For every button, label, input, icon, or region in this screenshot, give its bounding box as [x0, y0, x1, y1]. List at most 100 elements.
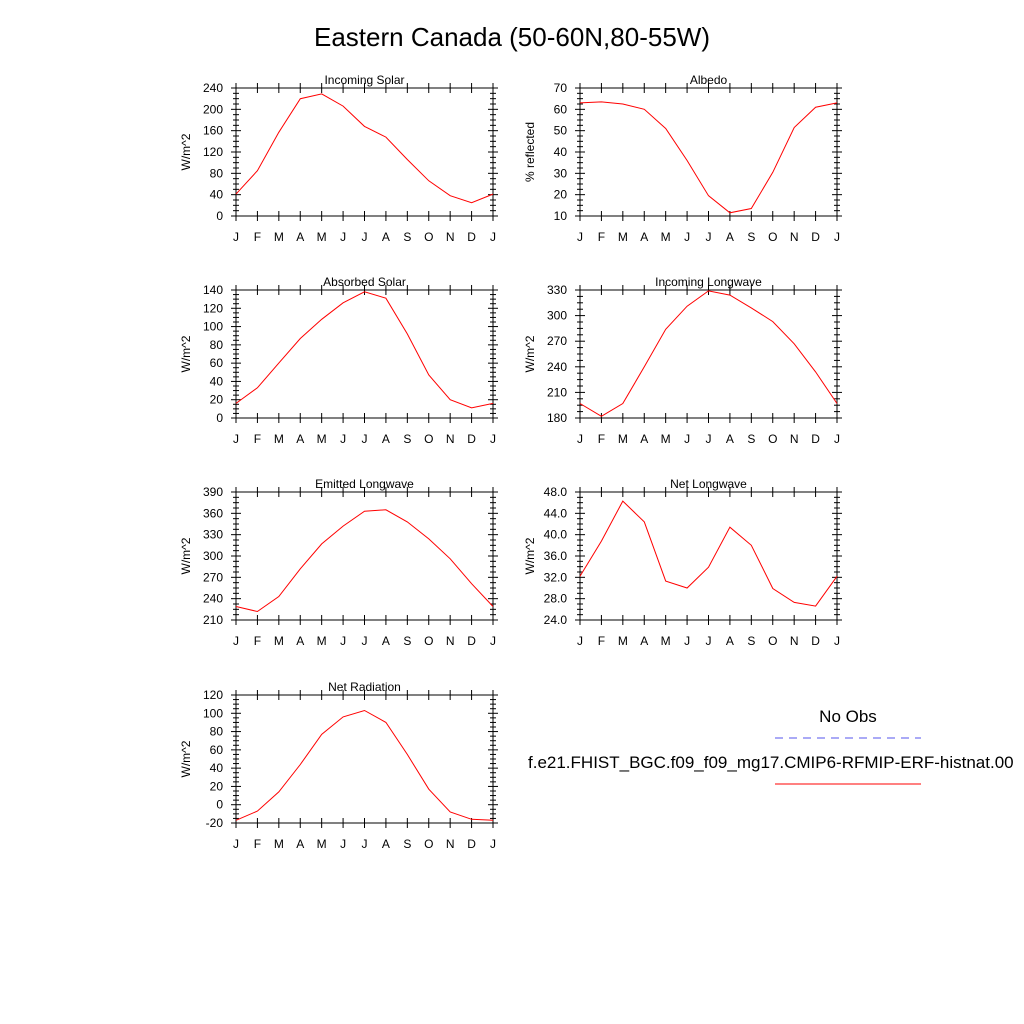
x-tick-label: D: [467, 837, 476, 851]
series-line-net-longwave: [579, 500, 838, 607]
panel-title: Emitted Longwave: [315, 477, 414, 491]
y-tick-label: 80: [210, 725, 224, 739]
x-tick-label: J: [340, 634, 346, 648]
x-tick-label: J: [362, 837, 368, 851]
x-tick-label: J: [490, 634, 496, 648]
y-tick-label: 24.0: [544, 613, 568, 627]
y-tick-label: 330: [203, 528, 223, 542]
x-tick-label: A: [296, 837, 304, 851]
x-tick-label: J: [684, 230, 690, 244]
y-tick-label: 200: [203, 102, 223, 116]
x-tick-label: M: [317, 837, 327, 851]
x-tick-label: O: [768, 432, 777, 446]
y-tick-label: 100: [203, 320, 223, 334]
y-tick-label: -20: [206, 816, 224, 830]
panel-incoming-longwave: Incoming Longwave W/m^2 180 210 240 270 300 330…: [523, 275, 842, 446]
x-tick-label: M: [274, 837, 284, 851]
panel-title: Net Radiation: [328, 680, 401, 694]
y-tick-label: 390: [203, 485, 223, 499]
x-tick-label: O: [424, 230, 433, 244]
y-tick-label: 80: [210, 166, 224, 180]
x-tick-label: J: [490, 837, 496, 851]
x-tick-label: F: [254, 837, 261, 851]
y-tick-label: 30: [554, 166, 568, 180]
x-tick-label: J: [362, 432, 368, 446]
x-tick-label: M: [274, 432, 284, 446]
x-tick-label: M: [661, 634, 671, 648]
x-tick-label: A: [726, 432, 734, 446]
y-tick-label: 210: [203, 613, 223, 627]
y-tick-label: 330: [547, 283, 567, 297]
x-tick-label: J: [233, 230, 239, 244]
x-tick-label: J: [340, 230, 346, 244]
figure-title: Eastern Canada (50-60N,80-55W): [314, 22, 710, 52]
legend-obs-label: No Obs: [819, 707, 877, 726]
series-line-incoming-solar: [235, 93, 494, 204]
y-tick-label: 0: [216, 798, 223, 812]
panel-title: Incoming Solar: [324, 73, 404, 87]
x-tick-label: A: [640, 432, 648, 446]
x-tick-label: J: [684, 432, 690, 446]
y-tick-label: 0: [216, 411, 223, 425]
x-tick-label: M: [661, 432, 671, 446]
panel-title: Net Longwave: [670, 477, 747, 491]
panel-title: Absorbed Solar: [323, 275, 406, 289]
y-axis-label: W/m^2: [523, 537, 537, 574]
x-tick-label: J: [233, 837, 239, 851]
y-tick-label: 300: [203, 549, 223, 563]
y-axis-label: W/m^2: [179, 740, 193, 777]
y-tick-label: 36.0: [544, 549, 568, 563]
x-tick-label: A: [640, 634, 648, 648]
y-tick-label: 40: [554, 145, 568, 159]
x-tick-label: N: [446, 634, 455, 648]
legend: No Obs f.e21.FHIST_BGC.f09_f09_mg17.CMIP…: [528, 707, 1014, 785]
x-tick-label: N: [790, 634, 799, 648]
x-tick-label: J: [706, 230, 712, 244]
y-tick-label: 140: [203, 283, 223, 297]
y-tick-label: 270: [547, 334, 567, 348]
x-tick-label: M: [661, 230, 671, 244]
y-tick-label: 20: [210, 779, 224, 793]
panel-frame: [579, 491, 838, 621]
x-tick-label: D: [467, 634, 476, 648]
x-tick-label: S: [403, 432, 411, 446]
y-axis-label: W/m^2: [179, 133, 193, 170]
x-tick-label: N: [790, 230, 799, 244]
y-tick-label: 10: [554, 209, 568, 223]
x-tick-label: S: [747, 432, 755, 446]
x-tick-label: A: [382, 634, 390, 648]
x-tick-label: F: [598, 634, 605, 648]
legend-model-label: f.e21.FHIST_BGC.f09_f09_mg17.CMIP6-RFMIP…: [528, 753, 1014, 772]
panel-frame: [579, 87, 838, 217]
x-tick-label: J: [577, 230, 583, 244]
y-tick-label: 60: [554, 102, 568, 116]
y-tick-label: 360: [203, 506, 223, 520]
x-tick-label: A: [726, 230, 734, 244]
x-tick-label: J: [362, 634, 368, 648]
series-line-absorbed-solar: [235, 291, 494, 409]
y-tick-label: 300: [547, 309, 567, 323]
y-tick-label: 32.0: [544, 570, 568, 584]
y-axis-label: W/m^2: [179, 335, 193, 372]
x-tick-label: A: [296, 230, 304, 244]
x-tick-label: F: [254, 230, 261, 244]
x-tick-label: N: [790, 432, 799, 446]
series-line-incoming-longwave: [579, 290, 838, 417]
x-tick-label: M: [618, 634, 628, 648]
y-tick-label: 60: [210, 743, 224, 757]
x-tick-label: M: [317, 230, 327, 244]
y-tick-label: 160: [203, 124, 223, 138]
panel-frame: [235, 289, 494, 419]
y-tick-label: 60: [210, 356, 224, 370]
x-tick-label: A: [296, 432, 304, 446]
x-tick-label: F: [598, 230, 605, 244]
y-tick-label: 120: [203, 301, 223, 315]
x-tick-label: F: [254, 634, 261, 648]
x-tick-label: J: [233, 432, 239, 446]
x-tick-label: S: [747, 634, 755, 648]
y-tick-label: 44.0: [544, 506, 568, 520]
x-tick-label: M: [618, 230, 628, 244]
x-tick-label: J: [490, 432, 496, 446]
x-tick-label: D: [811, 432, 820, 446]
